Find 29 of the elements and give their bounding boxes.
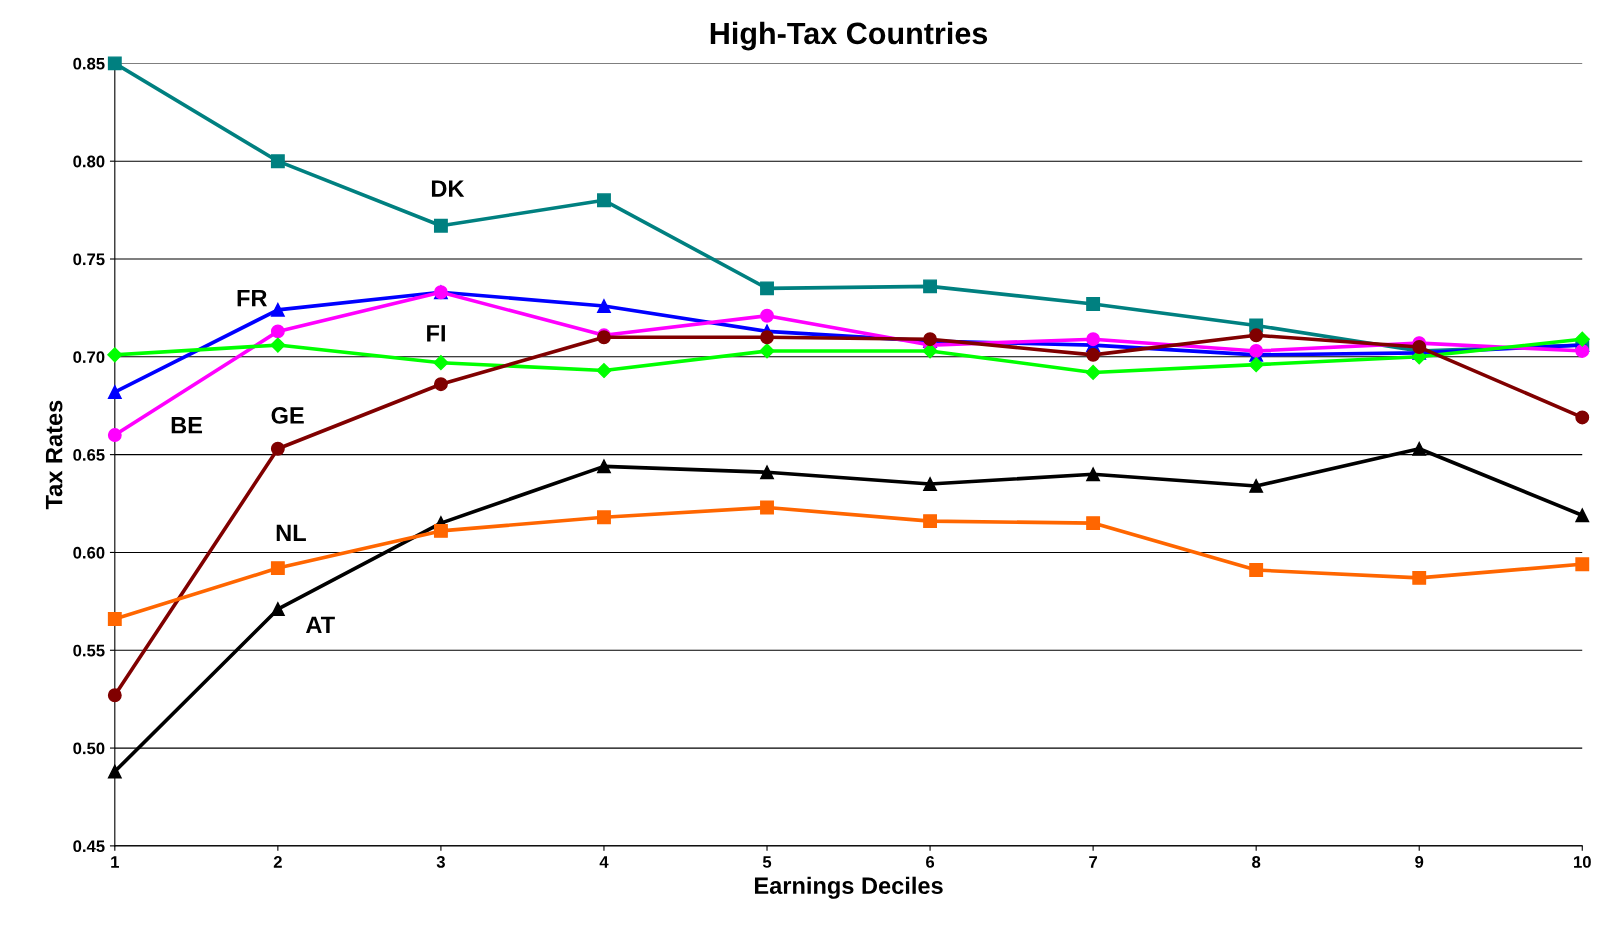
x-tick-label: 10 [1574,856,1591,868]
y-axis-title: Tax Rates [45,400,63,510]
y-tick-label: 0.45 [73,840,105,853]
x-axis-title: Earnings Deciles [754,876,943,899]
series-label: FI [427,325,445,342]
y-tick-label: 0.75 [73,253,105,266]
series-label: FR [237,289,268,307]
y-tick-label: 0.65 [73,449,105,461]
x-tick-label: 4 [599,856,609,868]
chart-title: High-Tax Countries [710,21,988,51]
series-label: AT [305,616,335,633]
series-label: GE [271,407,304,424]
y-tick-label: 0.80 [73,155,105,168]
x-tick-label: 9 [1415,856,1424,868]
y-tick-label: 0.55 [73,644,105,657]
x-tick-label: 8 [1252,856,1261,868]
y-tick-label: 0.70 [73,351,105,364]
x-tick-label: 2 [273,856,282,868]
y-tick-label: 0.60 [73,546,105,559]
x-tick-label: 5 [762,856,772,868]
x-tick-label: 6 [926,856,935,868]
series-label: DK [431,180,465,197]
series-label: NL [276,524,306,541]
y-tick-label: 0.85 [73,57,105,70]
y-tick-label: 0.50 [73,742,105,755]
x-tick-label: 3 [436,856,445,868]
x-tick-label: 7 [1089,856,1098,868]
series-label: BE [171,417,203,434]
x-tick-label: 1 [111,856,119,868]
